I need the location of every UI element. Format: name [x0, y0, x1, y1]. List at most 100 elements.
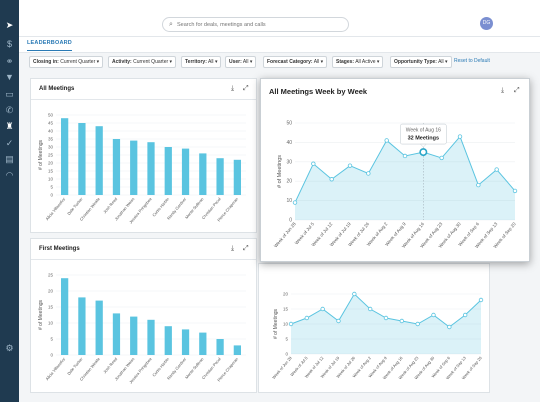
tab-leaderboard[interactable]: LEADERBOARD: [27, 40, 72, 51]
data-point: [457, 134, 463, 139]
caret-down-icon: ▾: [445, 59, 448, 65]
search-box[interactable]: ⌕: [162, 17, 349, 32]
x-tick-label: Josh Reed: [102, 196, 118, 214]
data-point: [494, 167, 499, 172]
x-tick-label: Alicia Villaseñor: [44, 356, 66, 381]
y-tick-label: 10: [48, 177, 54, 182]
download-icon[interactable]: ⤓: [501, 87, 505, 94]
y-axis-label: # of Meetings: [277, 155, 283, 188]
filter-label: Forecast Category:: [267, 59, 313, 65]
document-icon[interactable]: ▤: [5, 154, 14, 164]
data-point: [366, 171, 371, 176]
filter-forecast-category[interactable]: Forecast Category: All ▾: [263, 56, 328, 68]
filter-value: All: [313, 59, 320, 65]
tab-bar: LEADERBOARD: [19, 37, 540, 53]
y-axis-label: # of Meetings: [38, 139, 44, 170]
bar: [181, 329, 190, 355]
bar: [130, 140, 138, 195]
caret-down-icon: ▾: [96, 59, 100, 65]
expand-icon[interactable]: ⤢: [243, 245, 249, 252]
data-point: [415, 321, 420, 327]
people-icon[interactable]: ⚭: [5, 56, 14, 66]
data-point: [419, 148, 428, 157]
bar: [181, 148, 190, 195]
data-point: [304, 315, 310, 321]
y-tick-label: 40: [286, 140, 292, 146]
divider: [31, 99, 256, 100]
bar: [199, 153, 207, 195]
area-fill: [291, 294, 481, 354]
inbox-icon[interactable]: ▭: [5, 89, 14, 99]
filter-user[interactable]: User: All ▾: [225, 56, 257, 68]
filter-closing-in[interactable]: Closing in: Current Quarter ▾: [29, 56, 104, 68]
y-tick-label: 10: [286, 198, 292, 204]
x-tick-label: Josh Reed: [102, 356, 118, 374]
expand-icon[interactable]: ⤢: [243, 85, 249, 92]
filter-label: User:: [229, 59, 242, 65]
data-point: [439, 155, 444, 161]
x-tick-label: Alicia Villaseñor: [44, 196, 66, 221]
all-meetings-panel: All Meetings ⤓ ⤢ # of Meetings 0 5 10 15 20 25…: [30, 78, 257, 233]
funnel-icon[interactable]: ▼: [5, 72, 14, 82]
data-point: [288, 321, 294, 327]
filter-value: Current Quarter: [60, 59, 96, 65]
y-tick-label: 30: [48, 145, 54, 150]
bar: [147, 142, 155, 195]
expand-icon[interactable]: ⤢: [514, 87, 520, 94]
y-tick-label: 20: [48, 161, 54, 166]
data-point: [478, 297, 484, 303]
bar: [216, 339, 224, 355]
tooltip-arrow: [419, 143, 427, 148]
all-meetings-chart: # of Meetings 0 5 10 15 20 25 30 35 40 45 50 Alicia …: [38, 113, 246, 225]
search-icon: ⌕: [169, 21, 173, 28]
filter-value: All Active: [355, 59, 376, 65]
first-meetings-chart: # of Meetings 0 5 10 15 20 25 Alicia Villaseñor…: [38, 273, 246, 385]
week-by-week-chart: # of Meetings 0 10 20 30 40 50 Week of Jun 28 We…: [273, 121, 518, 249]
filter-stages[interactable]: Stages: All Active ▾: [332, 56, 384, 68]
bar: [233, 159, 241, 195]
data-point: [329, 177, 334, 182]
sidebar: ➤ $ ⚭ ▼ ▭ ✆ ♜ ✓ ▤ ◠ ⚙: [0, 0, 19, 402]
navigation-icon[interactable]: ➤: [5, 20, 14, 30]
download-icon[interactable]: ⤓: [231, 85, 235, 92]
y-tick-label: 0: [289, 218, 292, 224]
avatar[interactable]: DG: [480, 17, 493, 30]
download-icon[interactable]: ⤓: [231, 245, 235, 252]
settings-icon[interactable]: ⚙: [5, 343, 14, 353]
y-tick-label: 30: [286, 159, 292, 165]
gauge-icon[interactable]: ◠: [5, 170, 14, 180]
caret-down-icon: ▾: [169, 59, 173, 65]
data-point: [320, 306, 325, 312]
data-point: [402, 153, 408, 159]
filter-label: Stages:: [336, 59, 355, 65]
check-circle-icon[interactable]: ✓: [5, 138, 14, 148]
y-axis-label: # of Meetings: [273, 308, 279, 339]
y-tick-label: 0: [285, 352, 288, 357]
filter-opportunity-type[interactable]: Opportunity Type: All ▾: [390, 56, 452, 68]
search-input[interactable]: [177, 18, 342, 31]
filter-territory[interactable]: Territory: All ▾: [181, 56, 222, 68]
y-tick-label: 5: [50, 337, 53, 342]
caret-down-icon: ▾: [214, 59, 218, 65]
data-point: [311, 161, 316, 166]
first-meetings-panel: First Meetings ⤓ ⤢ # of Meetings 0 5 10 15 20…: [30, 238, 257, 393]
data-point: [431, 312, 436, 318]
y-axis-label: # of Meetings: [38, 299, 44, 330]
filter-activity[interactable]: Activity: Current Quarter ▾: [108, 56, 177, 68]
phone-icon[interactable]: ✆: [5, 105, 14, 115]
y-tick-label: 5: [50, 185, 53, 190]
dollar-icon[interactable]: $: [6, 39, 12, 49]
data-point: [447, 324, 452, 330]
caret-down-icon: ▾: [320, 59, 324, 65]
filter-value: All: [207, 59, 214, 65]
reset-to-default-link[interactable]: Reset to Default: [454, 58, 490, 64]
tooltip-title: Week of Aug 16: [406, 128, 441, 134]
y-tick-label: 20: [286, 179, 292, 185]
x-tick-label: Week of Jun 28: [271, 355, 293, 380]
panel-title: All Meetings Week by Week: [269, 87, 368, 96]
bar: [233, 345, 241, 355]
data-point: [512, 188, 518, 194]
leaderboard-icon[interactable]: ♜: [5, 121, 14, 131]
y-tick-label: 35: [48, 137, 54, 142]
